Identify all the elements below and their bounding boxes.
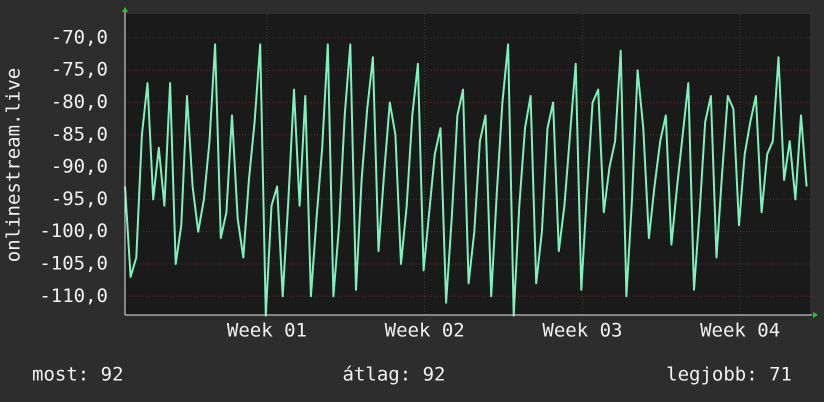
series-line	[124, 43, 808, 317]
y-tick-label: -70,0	[51, 26, 108, 48]
y-tick-label: -95,0	[51, 188, 108, 210]
x-tick-label: Week 02	[385, 320, 465, 342]
y-tick-label: -80,0	[51, 91, 108, 113]
x-arrow	[813, 312, 818, 318]
y-tick-label: -105,0	[39, 252, 108, 274]
y-tick-label: -110,0	[39, 285, 108, 307]
y-tick-label: -75,0	[51, 59, 108, 81]
y-tick-label: -90,0	[51, 156, 108, 178]
stat-best: legjobb: 71	[666, 364, 792, 386]
x-tick-label: Week 01	[227, 320, 307, 342]
y-axis-label: onlinestream.live	[3, 68, 25, 262]
x-tick-label: Week 04	[700, 320, 780, 342]
y-arrow	[122, 7, 128, 12]
x-tick-label: Week 03	[542, 320, 622, 342]
stat-average: átlag: 92	[343, 364, 446, 386]
y-tick-label: -100,0	[39, 220, 108, 242]
marks	[124, 43, 808, 317]
y-tick-label: -85,0	[51, 123, 108, 145]
stat-current: most: 92	[32, 364, 124, 386]
grid	[125, 14, 810, 315]
